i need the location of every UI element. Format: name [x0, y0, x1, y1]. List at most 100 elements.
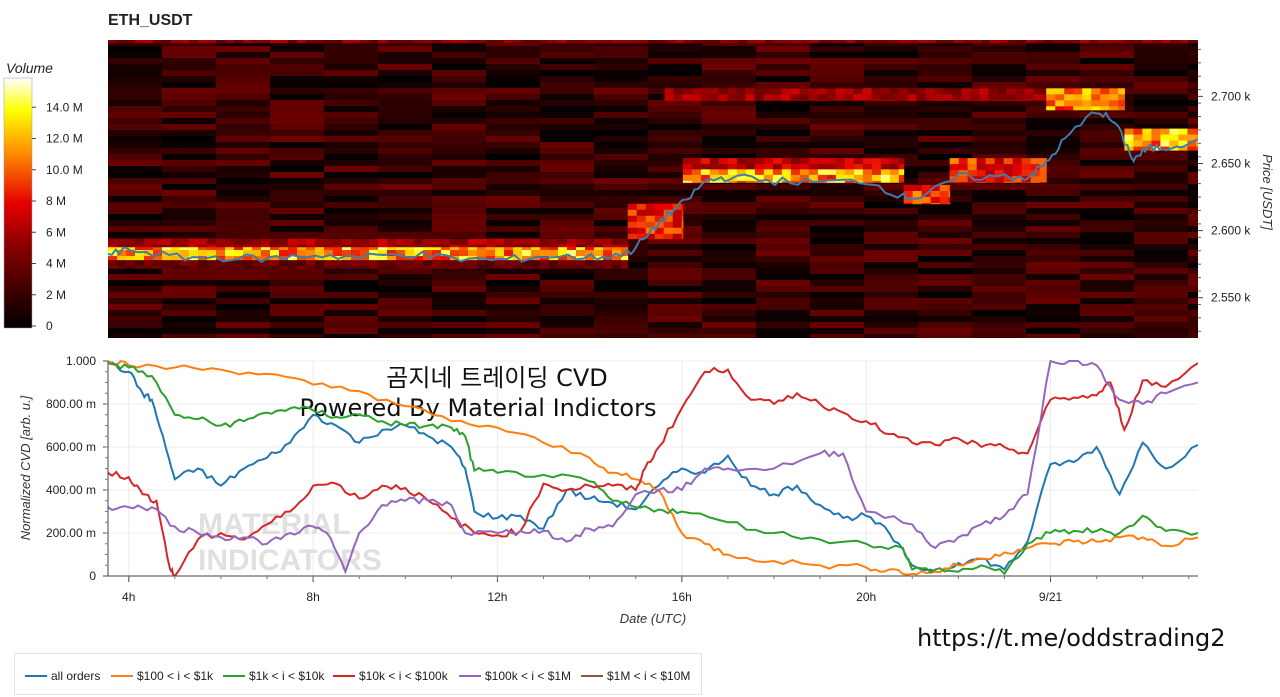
legend-item-1m-10m[interactable]: $1M < i < $10M [581, 669, 690, 683]
heatmap-band-cell [1039, 182, 1047, 183]
heatmap-band-cell [207, 260, 217, 267]
heatmap-cell [432, 154, 487, 161]
heatmap-cell [918, 256, 973, 263]
heatmap-cell [540, 232, 595, 239]
heatmap-band-cell [1160, 146, 1170, 151]
legend-item-10k-100k[interactable]: $10k < i < $100k [333, 669, 448, 683]
heatmap-cell [756, 274, 811, 281]
heatmap-band-cell [360, 244, 370, 251]
heatmap-cell [216, 232, 271, 239]
heatmap-cell [972, 268, 1027, 275]
heatmap-band-cell [315, 244, 325, 248]
heatmap-cell [594, 274, 649, 281]
heatmap-cell [486, 70, 541, 77]
heatmap-cell [702, 154, 757, 161]
legend-item-100-1k[interactable]: $100 < i < $1k [111, 669, 213, 683]
heatmap-cell [216, 172, 271, 179]
heatmap-cell [378, 292, 433, 299]
heatmap-band-cell [549, 238, 559, 246]
heatmap-band-cell [540, 244, 550, 248]
heatmap-cell [216, 118, 271, 125]
heatmap-cell [864, 262, 919, 269]
heatmap-band-cell [486, 266, 496, 269]
cvd-y-tick-label: 800.00 m [46, 397, 96, 411]
heatmap-band-cell [495, 244, 505, 248]
heatmap-band-cell [790, 158, 801, 165]
heatmap-band-cell [531, 244, 541, 251]
heatmap-cell [702, 64, 757, 71]
heatmap-band-cell [486, 238, 496, 246]
heatmap-cell [864, 46, 919, 53]
heatmap-cell [162, 178, 217, 185]
heatmap-cell [1134, 58, 1189, 65]
heatmap-cell [594, 280, 649, 287]
heatmap-cell [432, 190, 487, 197]
heatmap-cell [432, 64, 487, 71]
heatmap-band-cell [988, 88, 998, 95]
heatmap-band-cell [930, 196, 941, 204]
heatmap-band-cell [745, 164, 756, 170]
heatmap-cell [864, 112, 919, 119]
heatmap-cell [864, 232, 919, 239]
heatmap-band-cell [994, 158, 1005, 165]
heatmap-band-cell [468, 260, 478, 267]
heatmap-cell [648, 190, 703, 197]
heatmap-band-cell [718, 180, 729, 183]
heatmap-band-cell [216, 256, 226, 261]
heatmap-band-cell [691, 88, 701, 95]
heatmap-band-cell [976, 170, 987, 177]
heatmap-band-cell [844, 180, 855, 183]
heatmap-band-cell [423, 40, 433, 44]
heatmap-cell [1134, 262, 1189, 269]
heatmap-band-cell [871, 174, 882, 182]
heatmap-cell [972, 130, 1027, 137]
heatmap-band-cell [921, 184, 932, 192]
heatmap-cell [918, 40, 973, 47]
heatmap-cell [216, 166, 271, 173]
heatmap-band-cell [144, 266, 154, 269]
heatmap-band-cell [864, 40, 874, 44]
heatmap-band-cell [1169, 134, 1179, 142]
heatmap-cell [432, 160, 487, 167]
heatmap-cell [486, 148, 541, 155]
heatmap-cell [756, 136, 811, 143]
heatmap-band-cell [612, 260, 622, 267]
heatmap-cell [270, 70, 325, 77]
heatmap-band-cell [279, 244, 289, 251]
heatmap-band-cell [853, 158, 864, 165]
heatmap-cell [378, 208, 433, 215]
legend-item-1k-10k[interactable]: $1k < i < $10k [223, 669, 324, 683]
heatmap-cell [1080, 64, 1135, 71]
heatmap-band-cell [567, 250, 577, 257]
heatmap-cell [540, 154, 595, 161]
heatmap-cell [378, 64, 433, 71]
heatmap-cell [540, 214, 595, 221]
heatmap-cell [756, 316, 811, 323]
heatmap-band-cell [225, 260, 235, 267]
heatmap-cell [810, 148, 865, 155]
heatmap-cell [162, 310, 217, 317]
heatmap-cell [648, 304, 703, 311]
legend-item-all-orders[interactable]: all orders [25, 669, 100, 683]
heatmap-cell [972, 190, 1027, 197]
colorbar-tick-label: 12.0 M [46, 132, 83, 146]
heatmap-band-cell [540, 266, 550, 269]
heatmap-band-cell [306, 244, 316, 248]
heatmap-cell [1080, 268, 1135, 275]
heatmap-cell [486, 328, 541, 335]
heatmap-band-cell [414, 40, 424, 44]
heatmap-band-cell [979, 88, 989, 95]
heatmap-cell [270, 196, 325, 203]
heatmap-cell [648, 328, 703, 335]
heatmap-cell [270, 304, 325, 311]
heatmap-band-cell [772, 174, 783, 182]
heatmap-cell [810, 154, 865, 161]
heatmap-cell [594, 316, 649, 323]
heatmap-band-cell [414, 260, 424, 267]
heatmap-cell [1080, 250, 1135, 257]
heatmap-band-cell [898, 88, 908, 95]
heatmap-cell [810, 232, 865, 239]
legend-item-100k-1m[interactable]: $100k < i < $1M [459, 669, 571, 683]
heatmap-band-cell [826, 94, 836, 101]
heatmap-cell [1134, 46, 1189, 53]
